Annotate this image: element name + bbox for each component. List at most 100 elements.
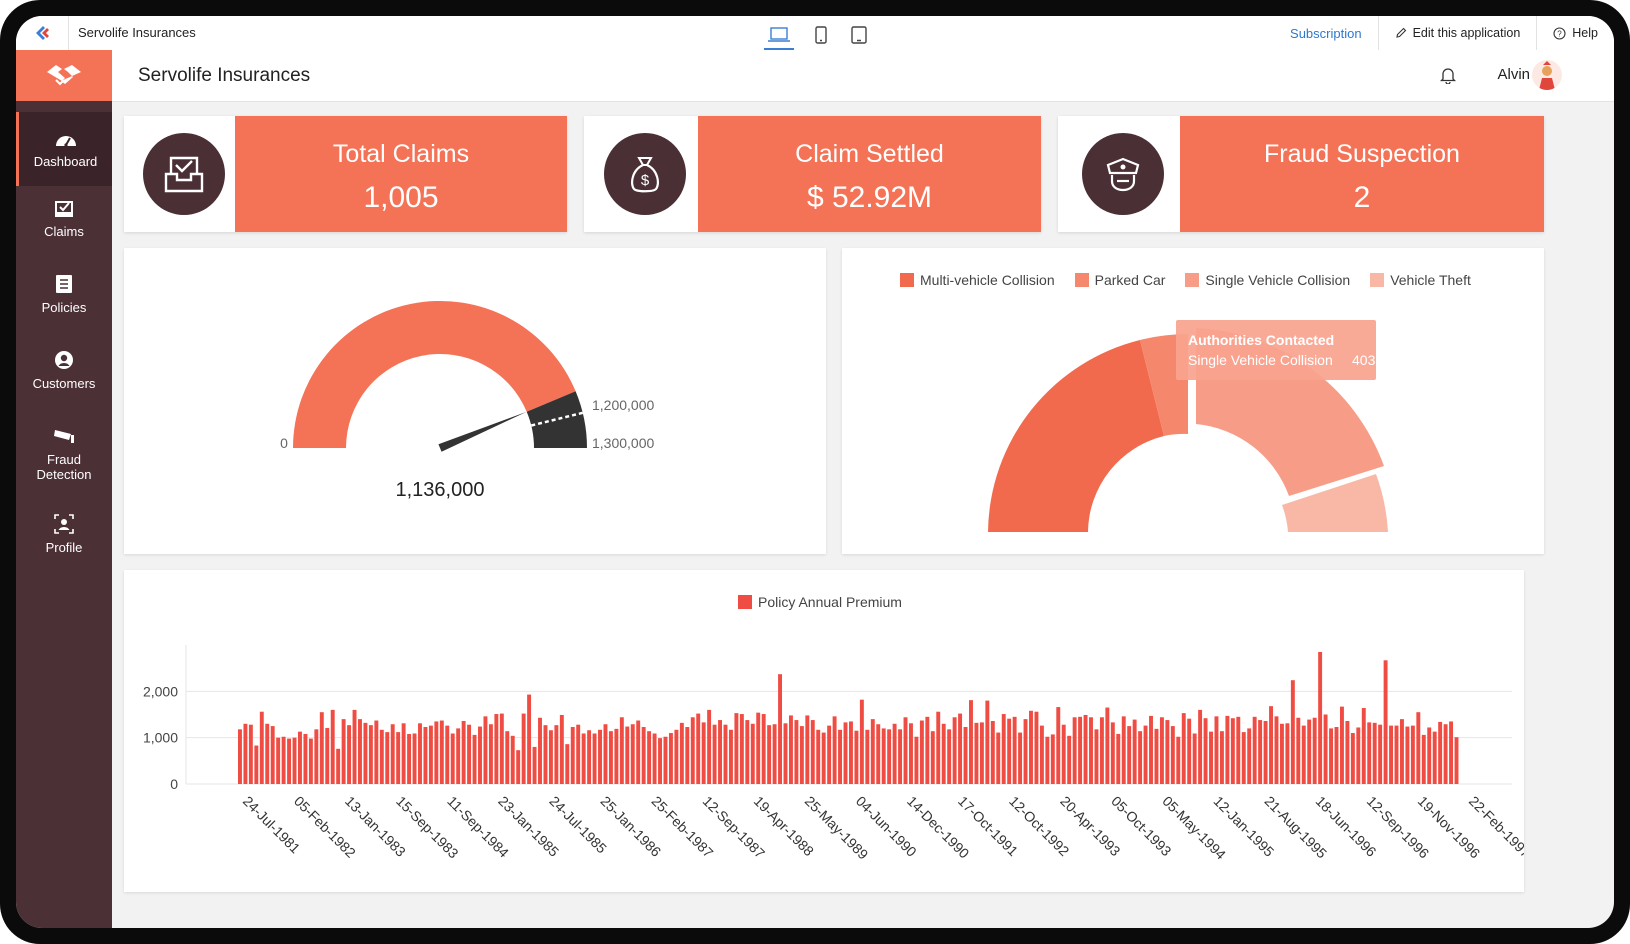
bar[interactable] <box>1034 711 1039 784</box>
bar[interactable] <box>1323 714 1328 785</box>
bar[interactable] <box>494 714 499 784</box>
bar[interactable] <box>401 723 406 784</box>
bar[interactable] <box>445 725 450 784</box>
bar[interactable] <box>368 725 373 784</box>
bar[interactable] <box>641 727 646 784</box>
bar[interactable] <box>1367 722 1372 784</box>
bar[interactable] <box>614 728 619 784</box>
avatar[interactable] <box>1532 60 1562 90</box>
bar[interactable] <box>1012 716 1017 784</box>
bar[interactable] <box>658 738 662 784</box>
bar[interactable] <box>1154 728 1159 784</box>
bar[interactable] <box>636 720 641 784</box>
bar[interactable] <box>859 699 864 784</box>
bar[interactable] <box>1023 719 1028 784</box>
bar[interactable] <box>505 731 510 784</box>
bar[interactable] <box>243 723 248 784</box>
sidebar-item-fraud-detection[interactable]: Fraud Detection <box>16 426 112 500</box>
bar[interactable] <box>1056 707 1061 784</box>
bar[interactable] <box>832 716 837 784</box>
bar[interactable] <box>1078 716 1083 784</box>
notification-bell-icon[interactable] <box>1439 66 1457 89</box>
bar[interactable] <box>265 723 270 784</box>
bar[interactable] <box>979 722 984 784</box>
bar[interactable] <box>701 722 706 784</box>
bar[interactable] <box>308 738 313 784</box>
bar[interactable] <box>456 728 461 784</box>
bar[interactable] <box>778 674 783 784</box>
bar[interactable] <box>412 733 417 784</box>
bar[interactable] <box>685 727 690 784</box>
bar[interactable] <box>1127 726 1132 784</box>
bar[interactable] <box>805 715 810 784</box>
legend-item[interactable]: Vehicle Theft <box>1370 272 1471 288</box>
bar[interactable] <box>1089 717 1093 784</box>
bar[interactable] <box>608 731 613 784</box>
bar[interactable] <box>358 719 362 784</box>
bar[interactable] <box>483 716 488 784</box>
company-logo[interactable] <box>16 50 112 101</box>
bar[interactable] <box>1285 723 1290 784</box>
bar[interactable] <box>718 720 722 784</box>
user-name[interactable]: Alvin <box>1497 66 1530 83</box>
bar[interactable] <box>919 720 924 784</box>
bar[interactable] <box>909 723 913 784</box>
bar[interactable] <box>1345 720 1350 784</box>
bar[interactable] <box>1121 716 1126 784</box>
bar[interactable] <box>930 731 935 784</box>
bar[interactable] <box>1410 725 1415 784</box>
bar[interactable] <box>838 729 843 784</box>
bar[interactable] <box>396 732 401 784</box>
bar[interactable] <box>298 731 302 784</box>
bar[interactable] <box>941 723 946 784</box>
bar[interactable] <box>1099 717 1104 784</box>
bar[interactable] <box>1296 717 1301 784</box>
bar[interactable] <box>652 733 657 784</box>
bar[interactable] <box>352 709 357 784</box>
bar[interactable] <box>1258 720 1263 784</box>
bar[interactable] <box>1454 737 1459 784</box>
bar[interactable] <box>794 720 799 784</box>
bar[interactable] <box>1159 717 1164 784</box>
bar[interactable] <box>1356 727 1361 784</box>
bar[interactable] <box>892 723 897 784</box>
bar[interactable] <box>625 726 630 784</box>
bar[interactable] <box>1405 726 1410 784</box>
subscription-link[interactable]: Subscription <box>1274 16 1378 50</box>
bar[interactable] <box>1192 733 1197 784</box>
bar[interactable] <box>1018 732 1023 784</box>
bar[interactable] <box>1350 733 1355 784</box>
bar[interactable] <box>1094 729 1099 784</box>
bar[interactable] <box>450 733 455 784</box>
bar[interactable] <box>1290 680 1295 784</box>
sidebar-item-claims[interactable]: Claims <box>16 198 112 258</box>
sidebar-item-dashboard[interactable]: Dashboard <box>16 112 112 186</box>
bar[interactable] <box>870 719 875 784</box>
donut-slice-vehicle-theft[interactable] <box>1282 474 1388 532</box>
bar[interactable] <box>887 729 892 784</box>
bar[interactable] <box>1274 716 1279 784</box>
bar[interactable] <box>663 736 668 784</box>
bar[interactable] <box>287 738 292 784</box>
bar[interactable] <box>1334 727 1339 784</box>
bar[interactable] <box>510 735 515 784</box>
bar[interactable] <box>314 729 319 784</box>
bar[interactable] <box>1236 716 1241 784</box>
bar[interactable] <box>1181 713 1186 784</box>
bar[interactable] <box>865 729 870 784</box>
bar[interactable] <box>1105 707 1110 784</box>
bar[interactable] <box>1307 719 1312 784</box>
bar[interactable] <box>1339 706 1344 784</box>
bar[interactable] <box>816 729 821 784</box>
bar[interactable] <box>1170 726 1175 784</box>
bar[interactable] <box>985 700 990 784</box>
bar[interactable] <box>821 732 826 784</box>
bar[interactable] <box>439 720 444 784</box>
bar[interactable] <box>668 733 673 784</box>
bar[interactable] <box>1116 733 1121 784</box>
bar[interactable] <box>270 726 275 784</box>
bar[interactable] <box>478 726 482 784</box>
help-link[interactable]: ? Help <box>1536 16 1614 50</box>
bar[interactable] <box>1252 716 1257 784</box>
bar[interactable] <box>1029 710 1033 784</box>
